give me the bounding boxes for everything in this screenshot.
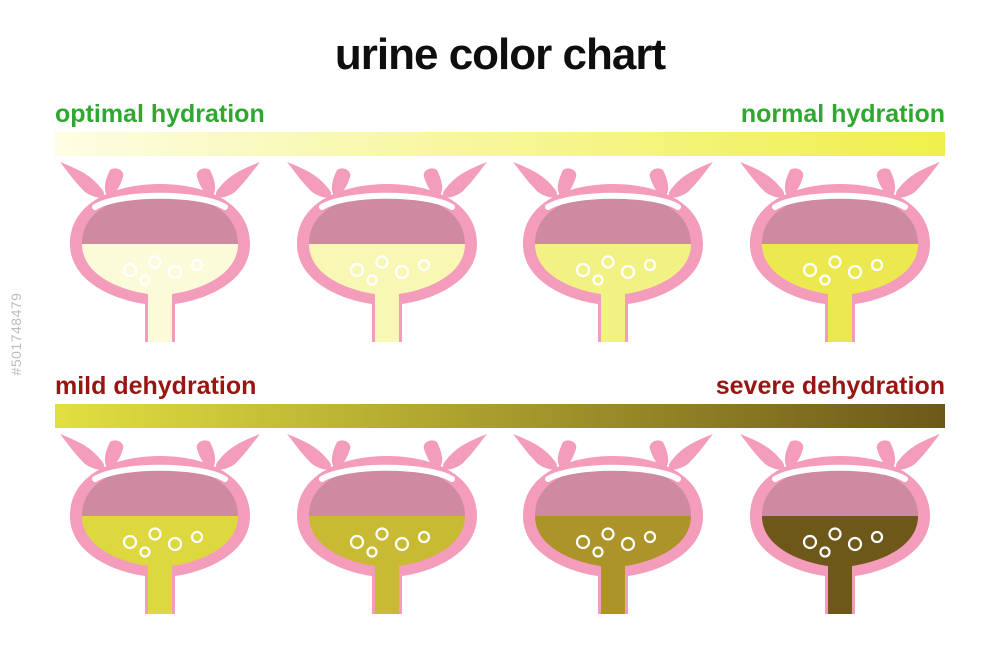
label-hydration-right: normal hydration bbox=[741, 100, 945, 129]
label-dehydration-right: severe dehydration bbox=[716, 372, 945, 401]
page-title: urine color chart bbox=[0, 30, 1000, 80]
label-dehydration-left: mild dehydration bbox=[55, 372, 256, 401]
bladder-icon bbox=[508, 434, 718, 614]
bladder-icon bbox=[55, 162, 265, 342]
watermark-text: #501748479 bbox=[8, 292, 24, 375]
label-hydration-left: optimal hydration bbox=[55, 100, 265, 129]
gradient-bar-dehydration bbox=[55, 404, 945, 428]
bladder-icon bbox=[55, 434, 265, 614]
bladder-row-dehydration bbox=[55, 434, 945, 614]
bladder-icon bbox=[735, 434, 945, 614]
bladder-icon bbox=[508, 162, 718, 342]
bladder-icon bbox=[735, 162, 945, 342]
gradient-bar-hydration bbox=[55, 132, 945, 156]
bladder-icon bbox=[282, 162, 492, 342]
bladder-row-hydration bbox=[55, 162, 945, 342]
bladder-icon bbox=[282, 434, 492, 614]
